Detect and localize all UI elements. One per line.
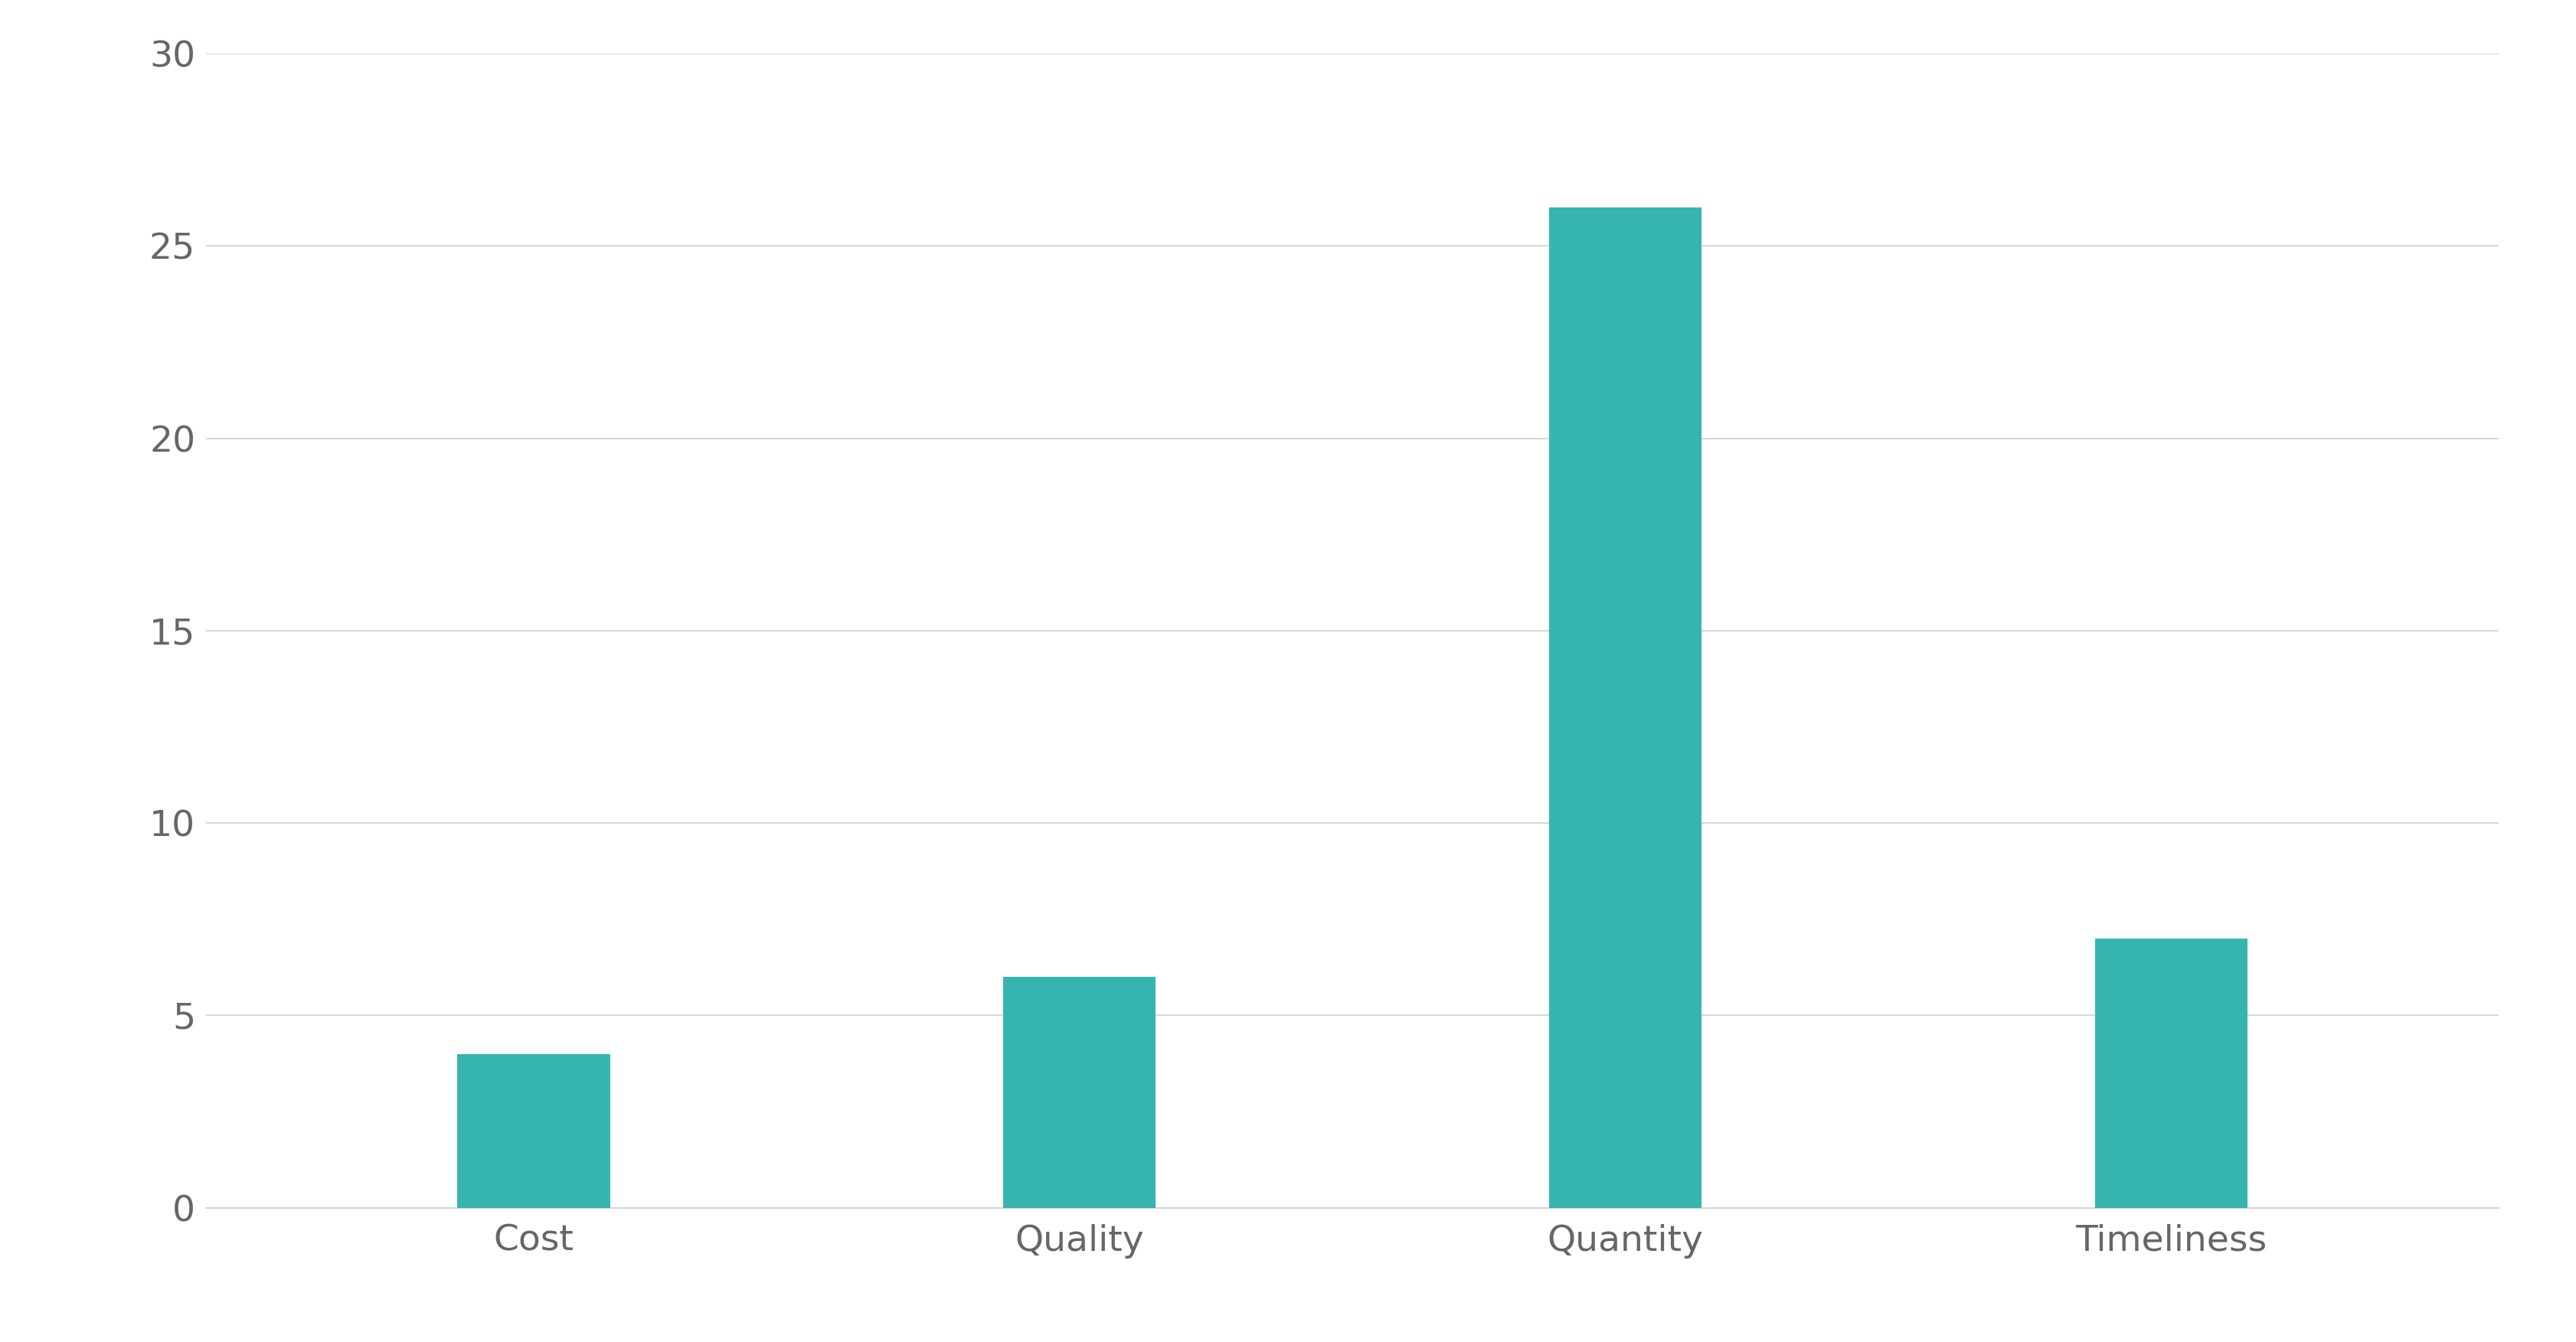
Bar <box>456 1053 611 1208</box>
Bar <box>1002 977 1157 1208</box>
Bar <box>1548 208 1703 1208</box>
Bar <box>2094 938 2249 1208</box>
